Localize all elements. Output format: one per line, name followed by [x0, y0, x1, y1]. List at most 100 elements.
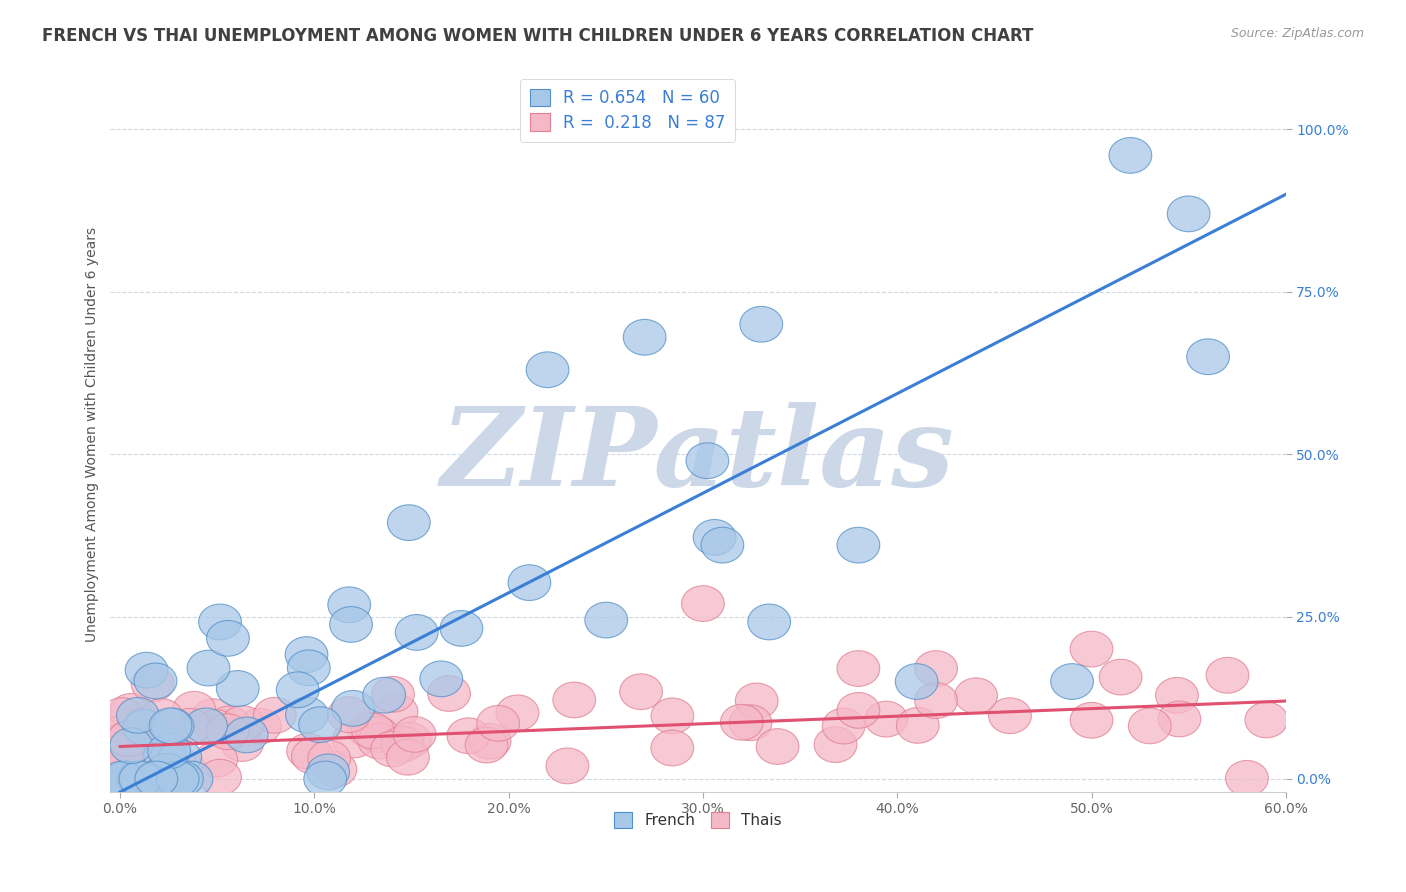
Ellipse shape — [496, 695, 538, 731]
Ellipse shape — [955, 678, 997, 714]
Ellipse shape — [896, 664, 938, 699]
Ellipse shape — [915, 650, 957, 687]
Ellipse shape — [332, 690, 374, 726]
Ellipse shape — [148, 733, 190, 769]
Ellipse shape — [332, 723, 375, 758]
Ellipse shape — [420, 661, 463, 697]
Ellipse shape — [1070, 632, 1114, 667]
Ellipse shape — [1129, 708, 1171, 744]
Ellipse shape — [118, 702, 160, 738]
Ellipse shape — [1244, 702, 1288, 738]
Ellipse shape — [195, 741, 238, 777]
Ellipse shape — [308, 740, 350, 776]
Ellipse shape — [285, 637, 328, 673]
Ellipse shape — [837, 692, 880, 728]
Ellipse shape — [135, 761, 177, 797]
Ellipse shape — [110, 761, 152, 797]
Ellipse shape — [381, 726, 423, 762]
Ellipse shape — [198, 759, 242, 795]
Ellipse shape — [107, 721, 150, 756]
Ellipse shape — [1156, 678, 1198, 714]
Ellipse shape — [110, 728, 153, 764]
Ellipse shape — [195, 710, 238, 746]
Ellipse shape — [1099, 659, 1142, 695]
Ellipse shape — [170, 761, 212, 797]
Ellipse shape — [440, 610, 482, 647]
Ellipse shape — [239, 708, 281, 744]
Ellipse shape — [131, 666, 174, 702]
Ellipse shape — [103, 745, 145, 780]
Ellipse shape — [136, 761, 179, 797]
Ellipse shape — [682, 586, 724, 622]
Ellipse shape — [314, 751, 357, 788]
Ellipse shape — [1050, 664, 1094, 699]
Ellipse shape — [110, 693, 152, 730]
Ellipse shape — [124, 709, 166, 745]
Ellipse shape — [1070, 702, 1114, 739]
Ellipse shape — [1206, 657, 1249, 693]
Legend: French, Thais: French, Thais — [607, 806, 789, 834]
Ellipse shape — [307, 754, 350, 789]
Ellipse shape — [304, 761, 346, 797]
Ellipse shape — [651, 698, 693, 734]
Ellipse shape — [359, 723, 401, 759]
Ellipse shape — [285, 697, 328, 732]
Ellipse shape — [134, 663, 177, 698]
Ellipse shape — [823, 708, 865, 744]
Ellipse shape — [163, 750, 205, 786]
Ellipse shape — [298, 706, 342, 742]
Ellipse shape — [623, 319, 666, 355]
Ellipse shape — [897, 707, 939, 743]
Ellipse shape — [101, 723, 143, 759]
Ellipse shape — [110, 742, 152, 778]
Ellipse shape — [101, 761, 143, 797]
Ellipse shape — [1109, 137, 1152, 173]
Ellipse shape — [141, 698, 183, 734]
Ellipse shape — [184, 708, 228, 744]
Ellipse shape — [814, 727, 856, 763]
Ellipse shape — [287, 733, 329, 769]
Ellipse shape — [1226, 761, 1268, 797]
Ellipse shape — [156, 761, 200, 797]
Ellipse shape — [118, 761, 160, 797]
Ellipse shape — [143, 711, 186, 747]
Ellipse shape — [585, 602, 627, 638]
Ellipse shape — [120, 761, 162, 797]
Ellipse shape — [988, 698, 1032, 733]
Ellipse shape — [191, 698, 235, 734]
Ellipse shape — [387, 739, 429, 775]
Ellipse shape — [217, 671, 259, 706]
Ellipse shape — [371, 676, 415, 712]
Ellipse shape — [143, 728, 187, 764]
Ellipse shape — [553, 682, 596, 718]
Ellipse shape — [756, 729, 799, 764]
Ellipse shape — [468, 723, 510, 759]
Ellipse shape — [145, 754, 188, 789]
Ellipse shape — [277, 672, 319, 707]
Ellipse shape — [153, 761, 195, 797]
Text: Source: ZipAtlas.com: Source: ZipAtlas.com — [1230, 27, 1364, 40]
Ellipse shape — [160, 761, 204, 797]
Ellipse shape — [125, 652, 167, 688]
Ellipse shape — [101, 715, 145, 751]
Ellipse shape — [152, 708, 194, 744]
Ellipse shape — [104, 761, 146, 797]
Ellipse shape — [118, 719, 160, 755]
Text: FRENCH VS THAI UNEMPLOYMENT AMONG WOMEN WITH CHILDREN UNDER 6 YEARS CORRELATION : FRENCH VS THAI UNEMPLOYMENT AMONG WOMEN … — [42, 27, 1033, 45]
Ellipse shape — [111, 739, 155, 775]
Y-axis label: Unemployment Among Women with Children Under 6 years: Unemployment Among Women with Children U… — [86, 227, 100, 642]
Ellipse shape — [153, 761, 195, 797]
Ellipse shape — [620, 673, 662, 709]
Ellipse shape — [375, 694, 418, 730]
Ellipse shape — [702, 527, 744, 563]
Ellipse shape — [125, 706, 167, 742]
Ellipse shape — [187, 650, 229, 686]
Ellipse shape — [328, 697, 370, 732]
Ellipse shape — [101, 734, 143, 770]
Ellipse shape — [108, 721, 150, 756]
Ellipse shape — [1159, 701, 1201, 737]
Ellipse shape — [356, 716, 399, 752]
Ellipse shape — [198, 604, 242, 640]
Ellipse shape — [1167, 196, 1211, 232]
Ellipse shape — [465, 727, 508, 763]
